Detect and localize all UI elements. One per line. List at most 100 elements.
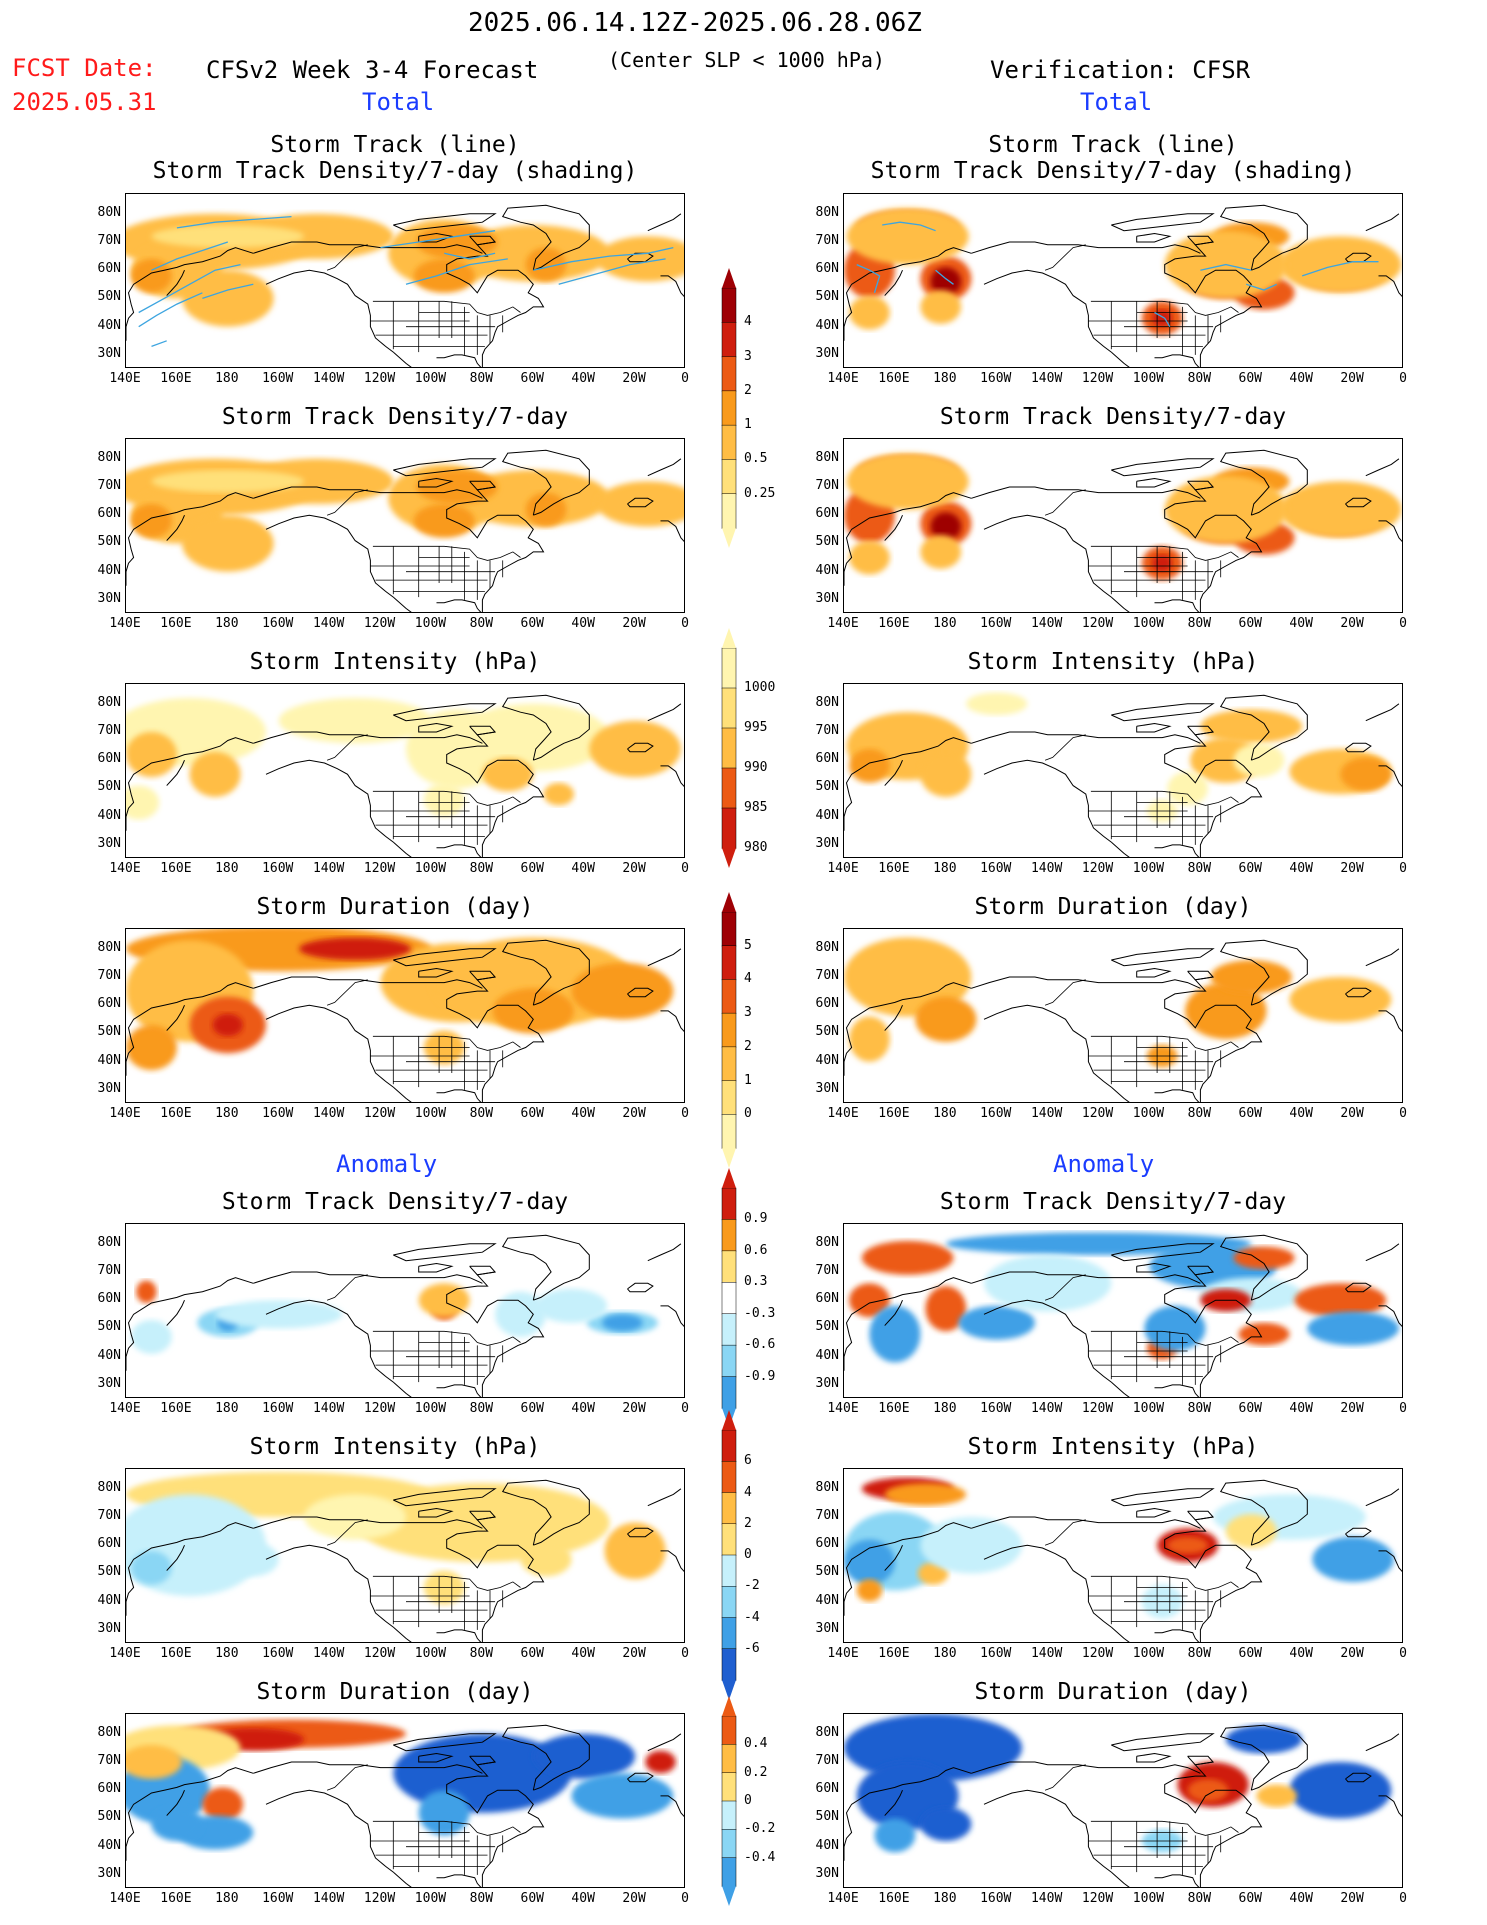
coastline: [1111, 213, 1215, 232]
storm-track-line: [138, 263, 241, 314]
lat-tick-label: 70N: [815, 477, 839, 493]
shading-region: [1225, 1725, 1303, 1754]
lon-tick-label: 40W: [571, 1401, 595, 1416]
lon-tick-label: 120W: [363, 1891, 396, 1906]
coastline: [1365, 1488, 1400, 1507]
colorbar-bottom-arrow: [722, 1148, 736, 1168]
shading-region: [856, 1579, 883, 1602]
lat-tick-label: 60N: [815, 751, 839, 767]
coastline: [884, 514, 903, 541]
map-canvas: [844, 1714, 1402, 1887]
colorbar-bottom-arrow: [722, 1680, 736, 1700]
lon-tick-label: 180: [215, 371, 239, 386]
coastline: [393, 1243, 497, 1262]
lon-tick-label: 160W: [262, 1646, 294, 1661]
border-line: [372, 1575, 521, 1591]
coastline: [126, 247, 254, 341]
coastline: [884, 759, 903, 786]
lon-tick-label: 0: [1399, 1646, 1407, 1661]
lat-tick-label: 40N: [97, 317, 121, 333]
map-panel-right-0: [843, 193, 1403, 368]
shading-region: [202, 1787, 244, 1822]
lon-tick-label: 100W: [1132, 1401, 1165, 1416]
coastline: [1187, 970, 1215, 981]
coastline: [1111, 703, 1215, 722]
coastline: [1164, 731, 1263, 857]
lon-tick-label: 140W: [312, 616, 345, 631]
map-panel-right-1: [843, 438, 1403, 613]
lon-tick-label: 80W: [1187, 861, 1212, 876]
map-panel-left-1: [125, 438, 685, 613]
storm-track-line: [856, 264, 881, 293]
shading-region: [571, 962, 674, 1020]
coastline: [844, 1277, 972, 1371]
colorbar-label: 0.3: [744, 1274, 768, 1290]
colorbar-segment: [721, 424, 737, 461]
shading-region: [884, 1483, 967, 1506]
lat-tick-label: 60N: [97, 1291, 121, 1307]
coastline: [884, 1004, 903, 1031]
shading-region: [930, 512, 962, 541]
shading-region: [958, 1305, 1035, 1340]
coastline: [1378, 1550, 1402, 1572]
coastline: [660, 1010, 684, 1032]
storm-track-line: [202, 283, 254, 300]
coastline: [1110, 1626, 1130, 1642]
coastline: [1111, 458, 1215, 477]
shading-region: [920, 751, 972, 797]
lon-tick-label: 120W: [363, 861, 396, 876]
storm-track-line: [935, 269, 954, 285]
coastline: [1110, 841, 1130, 857]
colorbar-density_anom: [721, 1168, 737, 1428]
coastline: [1219, 204, 1308, 271]
coastline: [971, 1516, 1201, 1529]
shading-region: [126, 785, 160, 820]
lon-tick-label: 140W: [1030, 1401, 1063, 1416]
lat-tick-label: 40N: [97, 807, 121, 823]
lat-tick-label: 50N: [97, 1809, 121, 1825]
coastline: [393, 213, 497, 232]
border-line: [326, 1764, 368, 1791]
border-line: [326, 1519, 368, 1546]
colorbar-top-arrow: [722, 1410, 736, 1430]
lat-tick-label: 30N: [815, 590, 839, 606]
lon-tick-label: 80W: [1187, 1401, 1212, 1416]
lat-tick-label: 50N: [97, 1564, 121, 1580]
coastline: [436, 1384, 482, 1397]
lat-tick-label: 40N: [815, 807, 839, 823]
coastline: [1345, 987, 1372, 998]
lon-tick-label: 140E: [827, 1106, 859, 1121]
lat-tick-label: 30N: [815, 1080, 839, 1096]
coastline: [265, 1004, 394, 1088]
shading-region: [1167, 771, 1208, 806]
lon-tick-label: 80W: [1187, 1891, 1212, 1906]
coastline: [253, 1516, 483, 1529]
lat-tick-label: 70N: [97, 477, 121, 493]
colorbar-label: 0.6: [744, 1242, 768, 1258]
border-line: [1090, 790, 1239, 806]
lon-tick-label: 20W: [1340, 616, 1364, 631]
lon-tick-label: 80W: [469, 1891, 494, 1906]
colorbar-label: 6: [744, 1453, 752, 1469]
colorbar-segment: [721, 322, 737, 358]
colorbar-label: 0.2: [744, 1764, 768, 1780]
coastline: [1365, 948, 1400, 967]
shading-region: [966, 692, 1028, 716]
colorbar-label: 0.5: [744, 451, 768, 467]
coastline: [446, 731, 545, 857]
lat-tick-label: 60N: [815, 1781, 839, 1797]
coastline: [627, 742, 654, 753]
lon-tick-label: 160E: [160, 1401, 192, 1416]
map-panel-left-0: [125, 193, 685, 368]
lon-tick-label: 100W: [414, 861, 447, 876]
shading-region: [151, 1807, 203, 1842]
coastline: [1219, 1234, 1308, 1301]
coastline: [627, 1772, 654, 1783]
coastline: [1154, 1089, 1200, 1102]
lat-tick-label: 80N: [815, 1724, 839, 1740]
colorbar-segment: [721, 945, 737, 981]
coastline: [844, 492, 972, 586]
colorbar-label: 2: [744, 382, 752, 398]
coastline: [392, 841, 412, 857]
lon-tick-label: 0: [681, 371, 689, 386]
